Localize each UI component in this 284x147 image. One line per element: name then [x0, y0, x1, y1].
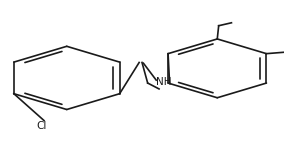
- Text: NH: NH: [156, 77, 171, 87]
- Text: Cl: Cl: [36, 121, 46, 131]
